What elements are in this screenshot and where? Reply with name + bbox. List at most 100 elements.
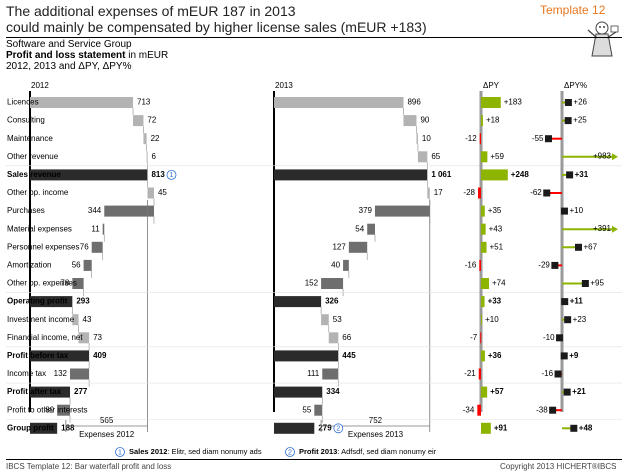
bars-2012-value-label: 188 xyxy=(61,423,75,432)
bars-2012-value-label: 132 xyxy=(54,369,68,378)
delta-pct-label: +391 xyxy=(593,224,612,233)
delta-py-bar xyxy=(481,169,508,181)
bars-2013-value-label: 896 xyxy=(407,98,421,107)
bars-2012-value-label: 713 xyxy=(137,98,151,107)
bars-2012-value-label: 277 xyxy=(74,387,88,396)
measure-text: Profit and loss statement in mEUR xyxy=(6,50,168,61)
bars-2013-bar xyxy=(274,350,339,362)
delta-py-label: +183 xyxy=(504,98,523,107)
row-label: Sales revenue xyxy=(7,170,61,179)
expense-total-label: 565 xyxy=(100,416,114,425)
delta-pct-head xyxy=(564,117,572,125)
footnote-1-text: Sales 2012: Elitr, sed diam nonumy ads xyxy=(129,447,262,456)
delta-pct-label: -55 xyxy=(532,134,544,143)
delta-py-label: +43 xyxy=(489,224,503,233)
note-marker-1-circle xyxy=(166,169,177,180)
delta-py-label: +74 xyxy=(492,279,506,288)
delta-py-label: +33 xyxy=(488,297,502,306)
bars-2012-bar xyxy=(72,278,84,289)
delta-py-bar xyxy=(478,368,481,380)
delta-py-label: -28 xyxy=(463,188,475,197)
bars-2013-value-label: 445 xyxy=(342,351,356,360)
delta-py-label: -34 xyxy=(463,405,475,414)
delta-py-bar xyxy=(481,422,491,434)
delta-pct-head xyxy=(564,316,572,324)
bars-2012-bar xyxy=(72,314,79,326)
delta-pct-head xyxy=(563,388,571,396)
bars-2012-bar xyxy=(57,404,71,416)
bars-2013-bar xyxy=(375,205,430,217)
delta-py-bar xyxy=(481,386,488,398)
delta-py-bar xyxy=(481,115,483,127)
delta-pct-label: +983 xyxy=(593,151,612,160)
delta-py-header: ΔPY xyxy=(483,81,500,90)
bars-2012-value-label: 72 xyxy=(147,116,156,125)
delta-py-bar xyxy=(481,350,485,362)
bars-2013-bar xyxy=(367,223,376,235)
delta-pct-label: +23 xyxy=(573,315,587,324)
delta-py-bar xyxy=(481,296,485,308)
row-label: Other op. income xyxy=(7,188,69,197)
delta-py-label: -16 xyxy=(465,261,477,270)
delta-pct-head xyxy=(551,261,559,269)
delta-py-bar xyxy=(481,241,487,253)
row-label: Investment income xyxy=(7,315,75,324)
bars-2012-value-label: 293 xyxy=(76,297,90,306)
delta-py-label: -7 xyxy=(470,333,478,342)
measure-bold: Profit and loss statement xyxy=(6,50,126,61)
bars-2013-bar xyxy=(328,332,339,344)
bars-2013-bar xyxy=(417,151,428,163)
bars-2012-bar xyxy=(30,350,90,362)
footnote-2-number: 2 xyxy=(288,449,292,456)
row-label: Consulting xyxy=(7,116,45,125)
delta-pct-head xyxy=(556,334,564,342)
bars-2013-value-label: 334 xyxy=(326,387,340,396)
bars-2012-value-label: 43 xyxy=(83,315,92,324)
expense-total-label: 752 xyxy=(369,416,383,425)
bars-2012-value-label: 89 xyxy=(45,405,54,414)
row-label: Profit to other interests xyxy=(7,405,87,414)
delta-py-label: +51 xyxy=(490,242,504,251)
bars-2013-bar xyxy=(403,115,417,127)
row-label: Financial income, net xyxy=(7,333,83,342)
footnote-2-text: Profit 2013: Adfsdf, sed diam nonumy eir xyxy=(299,447,437,456)
row-label: Operating profit xyxy=(7,297,68,306)
bars-2012-value-label: 73 xyxy=(93,333,102,342)
delta-pct-label: +95 xyxy=(590,279,604,288)
delta-pct-head xyxy=(574,243,582,251)
bars-2012-value-label: 56 xyxy=(72,261,81,270)
delta-pct-label: -10 xyxy=(543,333,555,342)
bars-2013-value-label: 379 xyxy=(359,206,373,215)
bars-2012-header: 2012 xyxy=(31,81,49,90)
row-label: Purchases xyxy=(7,206,45,215)
delta-pct-head xyxy=(570,424,578,432)
bars-2013-value-label: 55 xyxy=(302,405,311,414)
bars-2012-bar xyxy=(30,422,58,434)
bars-2012-bar xyxy=(143,133,147,145)
bars-2012-value-label: 6 xyxy=(151,152,156,161)
bars-2013-bar xyxy=(322,368,339,380)
bars-2012-bar xyxy=(78,332,90,344)
bars-2012-value-label: 11 xyxy=(91,224,100,233)
bars-2013-bar xyxy=(343,259,349,271)
delta-py-label: +91 xyxy=(494,423,508,432)
bars-2012-bar xyxy=(30,386,71,398)
delta-pct-label: -16 xyxy=(542,369,554,378)
delta-pct-label: -38 xyxy=(536,405,548,414)
bars-2013-bar xyxy=(416,133,418,145)
bars-2013-value-label: 152 xyxy=(305,279,319,288)
bars-2012-value-label: 813 xyxy=(151,170,165,179)
bars-2012-bar xyxy=(147,187,154,199)
delta-pct-label: +26 xyxy=(573,98,587,107)
row-label: Other op. expenses xyxy=(7,279,77,288)
delta-pct-head xyxy=(564,99,572,106)
footer-right-text: Copyright 2013 HICHERT®IBCS xyxy=(500,462,617,471)
mascot-figure-icon xyxy=(587,21,619,57)
delta-pct-head xyxy=(560,207,568,215)
delta-py-label: -21 xyxy=(464,369,476,378)
delta-pct-head xyxy=(544,135,552,143)
bars-2013-value-label: 127 xyxy=(332,242,346,251)
bars-2012-bar xyxy=(83,259,92,271)
footnote-1-bold: Sales 2012 xyxy=(129,447,167,456)
